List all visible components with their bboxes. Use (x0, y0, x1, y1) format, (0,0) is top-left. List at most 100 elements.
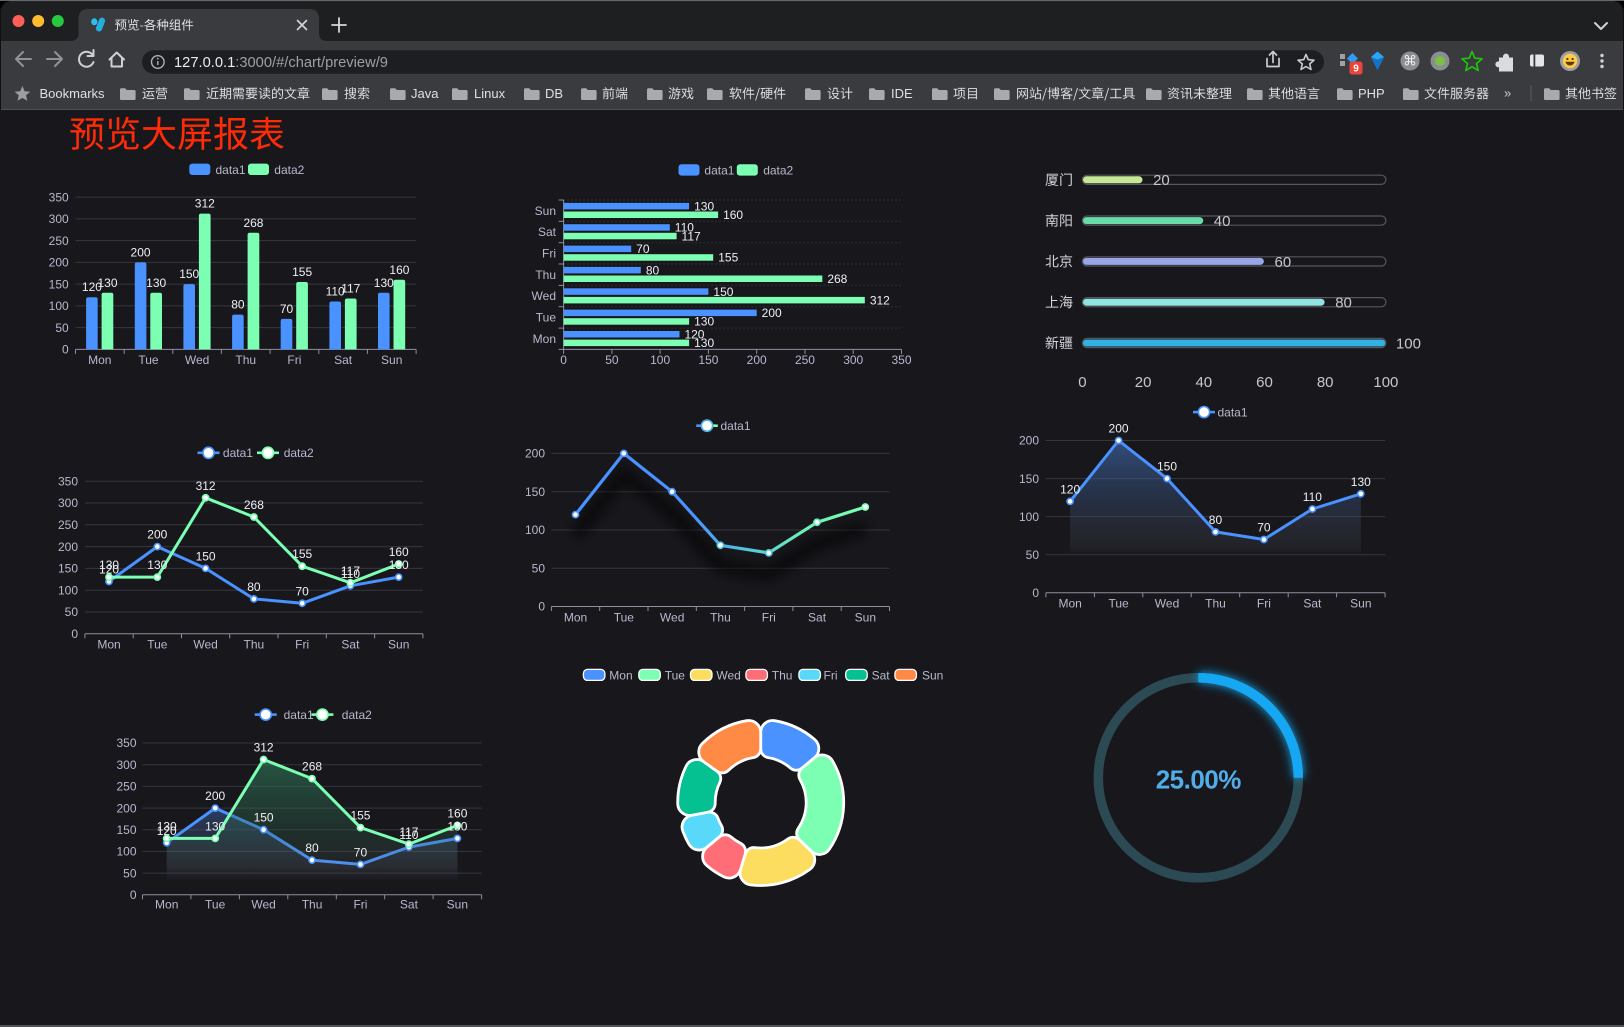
svg-text:100: 100 (58, 583, 78, 597)
svg-text:0: 0 (1032, 586, 1039, 600)
svg-text:Mon: Mon (533, 332, 556, 346)
svg-text:127.0.0.1:3000/#/chart/preview: 127.0.0.1:3000/#/chart/preview/9 (174, 55, 388, 71)
svg-text:Tue: Tue (614, 610, 635, 624)
svg-text:120: 120 (82, 280, 102, 294)
svg-text:100: 100 (650, 353, 670, 367)
svg-text:130: 130 (694, 315, 714, 329)
svg-text:155: 155 (350, 809, 370, 823)
svg-text:120: 120 (99, 562, 119, 576)
svg-text:data1: data1 (216, 163, 246, 177)
svg-text:200: 200 (58, 540, 78, 554)
svg-text:Sun: Sun (855, 610, 876, 624)
svg-text:PHP: PHP (1358, 86, 1385, 101)
svg-text:130: 130 (99, 558, 119, 572)
svg-text:300: 300 (843, 353, 863, 367)
svg-text:312: 312 (870, 293, 890, 307)
svg-text:200: 200 (1019, 434, 1039, 448)
svg-text:110: 110 (399, 828, 418, 842)
svg-text:268: 268 (243, 216, 263, 230)
svg-text:0: 0 (71, 627, 78, 641)
svg-text:data1: data1 (223, 446, 253, 460)
svg-text:200: 200 (49, 256, 69, 270)
svg-text:Bookmarks: Bookmarks (40, 86, 106, 101)
svg-text:Tue: Tue (665, 669, 686, 683)
svg-text:268: 268 (302, 760, 322, 774)
svg-text:50: 50 (1026, 548, 1040, 562)
svg-text:40: 40 (1195, 374, 1212, 391)
svg-text:268: 268 (244, 498, 264, 512)
svg-text:130: 130 (374, 276, 394, 290)
svg-text:150: 150 (525, 485, 545, 499)
svg-text:120: 120 (1060, 482, 1080, 496)
svg-text:130: 130 (694, 336, 714, 350)
svg-text:50: 50 (55, 321, 69, 335)
svg-text:Mon: Mon (1058, 596, 1081, 610)
svg-text:155: 155 (292, 265, 312, 279)
svg-text:Sat: Sat (400, 898, 419, 912)
svg-text:Wed: Wed (185, 353, 209, 367)
svg-text:150: 150 (698, 353, 718, 367)
svg-text:70: 70 (295, 584, 309, 598)
svg-text:data1: data1 (1218, 406, 1248, 420)
svg-text:100: 100 (1396, 335, 1421, 352)
svg-text:130: 130 (98, 276, 118, 290)
svg-text:data2: data2 (284, 446, 314, 460)
svg-text:250: 250 (58, 518, 78, 532)
svg-text:40: 40 (1214, 213, 1231, 230)
svg-text:160: 160 (447, 806, 467, 820)
svg-text:150: 150 (179, 267, 199, 281)
svg-text:60: 60 (1256, 374, 1273, 391)
svg-text:Tue: Tue (536, 311, 557, 325)
svg-text:155: 155 (292, 547, 312, 561)
svg-text:data1: data1 (284, 708, 314, 722)
svg-text:160: 160 (389, 545, 409, 559)
svg-text:155: 155 (718, 251, 738, 265)
svg-text:80: 80 (305, 841, 319, 855)
svg-text:200: 200 (1109, 422, 1129, 436)
svg-text:Sat: Sat (341, 638, 360, 652)
svg-text:117: 117 (341, 564, 360, 578)
svg-text:268: 268 (827, 272, 847, 286)
svg-text:110: 110 (1303, 490, 1322, 504)
svg-text:Tue: Tue (1108, 596, 1129, 610)
svg-text:data1: data1 (704, 164, 734, 178)
svg-text:350: 350 (116, 736, 136, 750)
svg-text:0: 0 (62, 343, 69, 357)
svg-text:200: 200 (762, 306, 782, 320)
svg-text:70: 70 (1257, 520, 1271, 534)
svg-text:120: 120 (157, 824, 177, 838)
svg-text:117: 117 (399, 825, 418, 839)
svg-text:Thu: Thu (235, 353, 256, 367)
svg-text:200: 200 (147, 528, 167, 542)
svg-text:Tue: Tue (205, 898, 226, 912)
svg-text:312: 312 (195, 197, 215, 211)
svg-text:250: 250 (795, 353, 815, 367)
svg-text:Sat: Sat (1303, 596, 1322, 610)
svg-text:data1: data1 (721, 419, 751, 433)
svg-text:110: 110 (326, 285, 345, 299)
svg-text:70: 70 (280, 302, 294, 316)
svg-text:100: 100 (525, 523, 545, 537)
svg-text:80: 80 (1317, 374, 1334, 391)
svg-text:Sun: Sun (381, 353, 402, 367)
svg-text:20: 20 (1153, 172, 1170, 189)
svg-text:250: 250 (49, 234, 69, 248)
svg-text:Thu: Thu (772, 669, 793, 683)
svg-text:150: 150 (58, 562, 78, 576)
svg-text:Fri: Fri (542, 247, 556, 261)
svg-text:0: 0 (1078, 374, 1086, 391)
svg-text:200: 200 (747, 353, 767, 367)
svg-text:150: 150 (49, 277, 69, 291)
svg-text:Wed: Wed (716, 669, 740, 683)
svg-text:Sat: Sat (808, 610, 827, 624)
svg-text:data2: data2 (342, 708, 372, 722)
svg-text:Sun: Sun (388, 638, 409, 652)
svg-text:Sat: Sat (334, 353, 353, 367)
svg-text:130: 130 (447, 819, 467, 833)
svg-text:120: 120 (684, 327, 704, 341)
svg-text:Thu: Thu (535, 268, 556, 282)
svg-text:150: 150 (196, 549, 216, 563)
svg-text:250: 250 (116, 780, 136, 794)
svg-text:110: 110 (675, 221, 694, 235)
svg-text:Thu: Thu (710, 610, 731, 624)
